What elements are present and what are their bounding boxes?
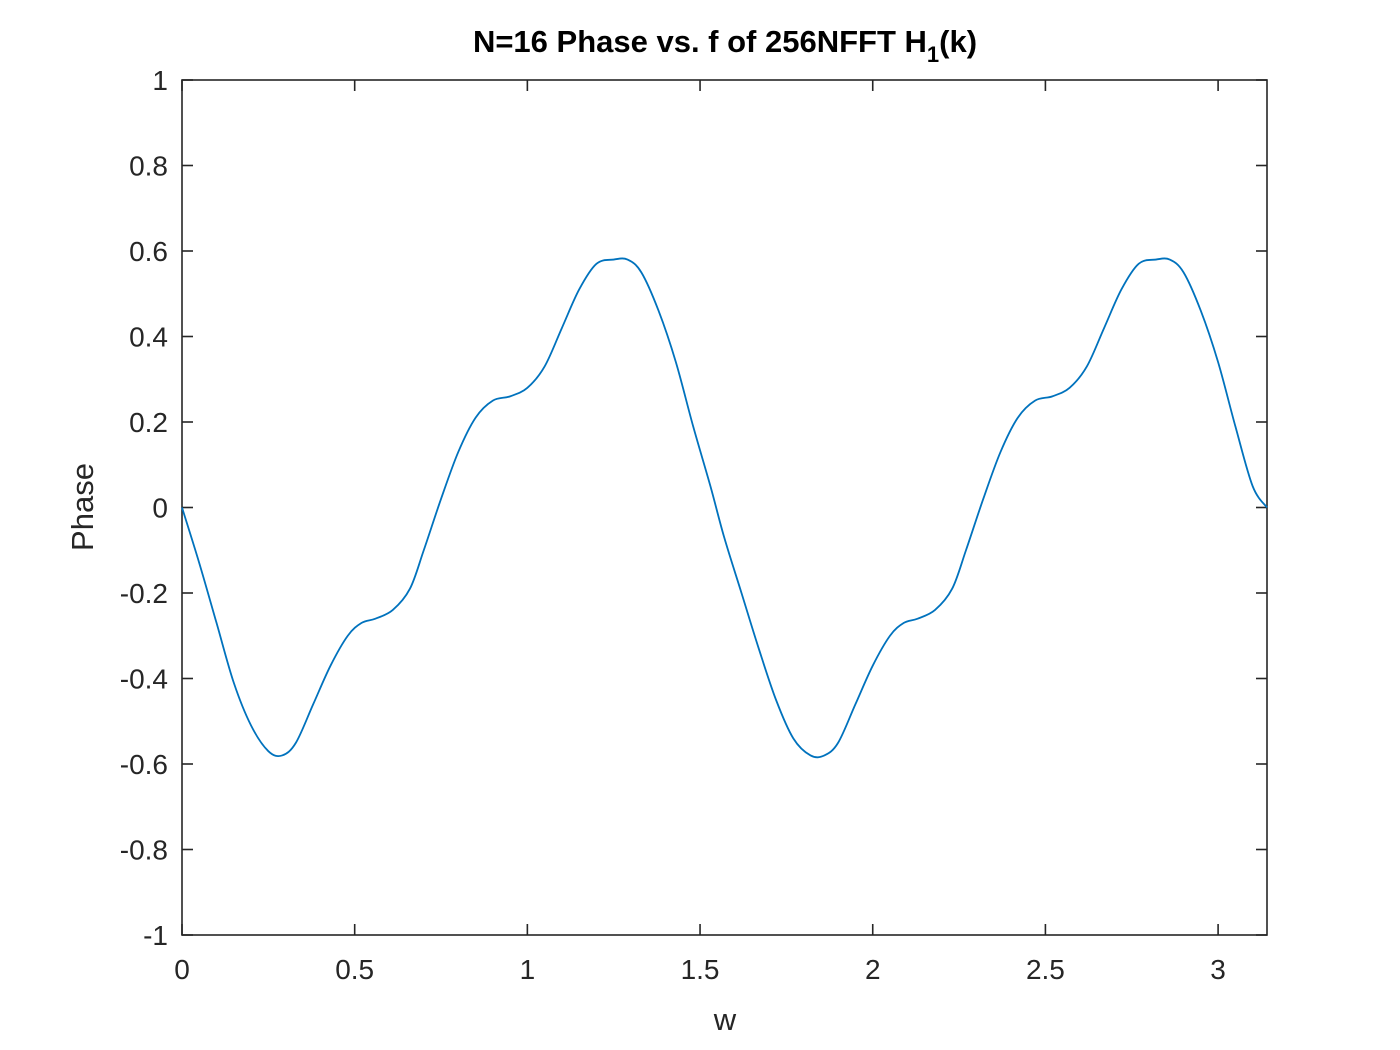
phase-series-line xyxy=(181,257,1268,759)
x-tick-label-5: 2.5 xyxy=(1026,954,1065,985)
x-tick-label-1: 0.5 xyxy=(335,954,374,985)
x-tick-label-3: 1.5 xyxy=(681,954,720,985)
chart-title-subscript: 1 xyxy=(927,42,939,67)
y-tick-label-2: -0.6 xyxy=(120,749,168,780)
y-tick-label-8: 0.6 xyxy=(129,236,168,267)
y-tick-label-10: 1 xyxy=(152,65,168,96)
y-tick-label-0: -1 xyxy=(143,920,168,951)
y-tick-label-7: 0.4 xyxy=(129,322,168,353)
chart-title: N=16 Phase vs. f of 256NFFT H1(k) xyxy=(473,24,977,67)
x-tick-label-2: 1 xyxy=(520,954,536,985)
y-tick-label-4: -0.2 xyxy=(120,578,168,609)
y-tick-label-3: -0.4 xyxy=(120,664,168,695)
chart-title-suffix: (k) xyxy=(939,24,977,59)
y-axis-label: Phase xyxy=(65,463,100,551)
x-axis-label: w xyxy=(713,1002,737,1037)
chart-title-main: N=16 Phase vs. f of 256NFFT H xyxy=(473,24,927,59)
y-tick-label-1: -0.8 xyxy=(120,835,168,866)
x-tick-label-0: 0 xyxy=(174,954,190,985)
y-tick-label-5: 0 xyxy=(152,493,168,524)
plot-area-frame xyxy=(181,79,1268,936)
x-tick-label-6: 3 xyxy=(1210,954,1226,985)
x-tick-label-4: 2 xyxy=(865,954,881,985)
y-tick-label-9: 0.8 xyxy=(129,151,168,182)
y-tick-label-6: 0.2 xyxy=(129,407,168,438)
y-axis-ticks: -1 -0.8 -0.6 -0.4 -0.2 0 0.2 0.4 0.6 0.8 1 xyxy=(120,65,1267,951)
x-axis-ticks: 0 0.5 1 1.5 2 2.5 3 xyxy=(174,80,1226,985)
